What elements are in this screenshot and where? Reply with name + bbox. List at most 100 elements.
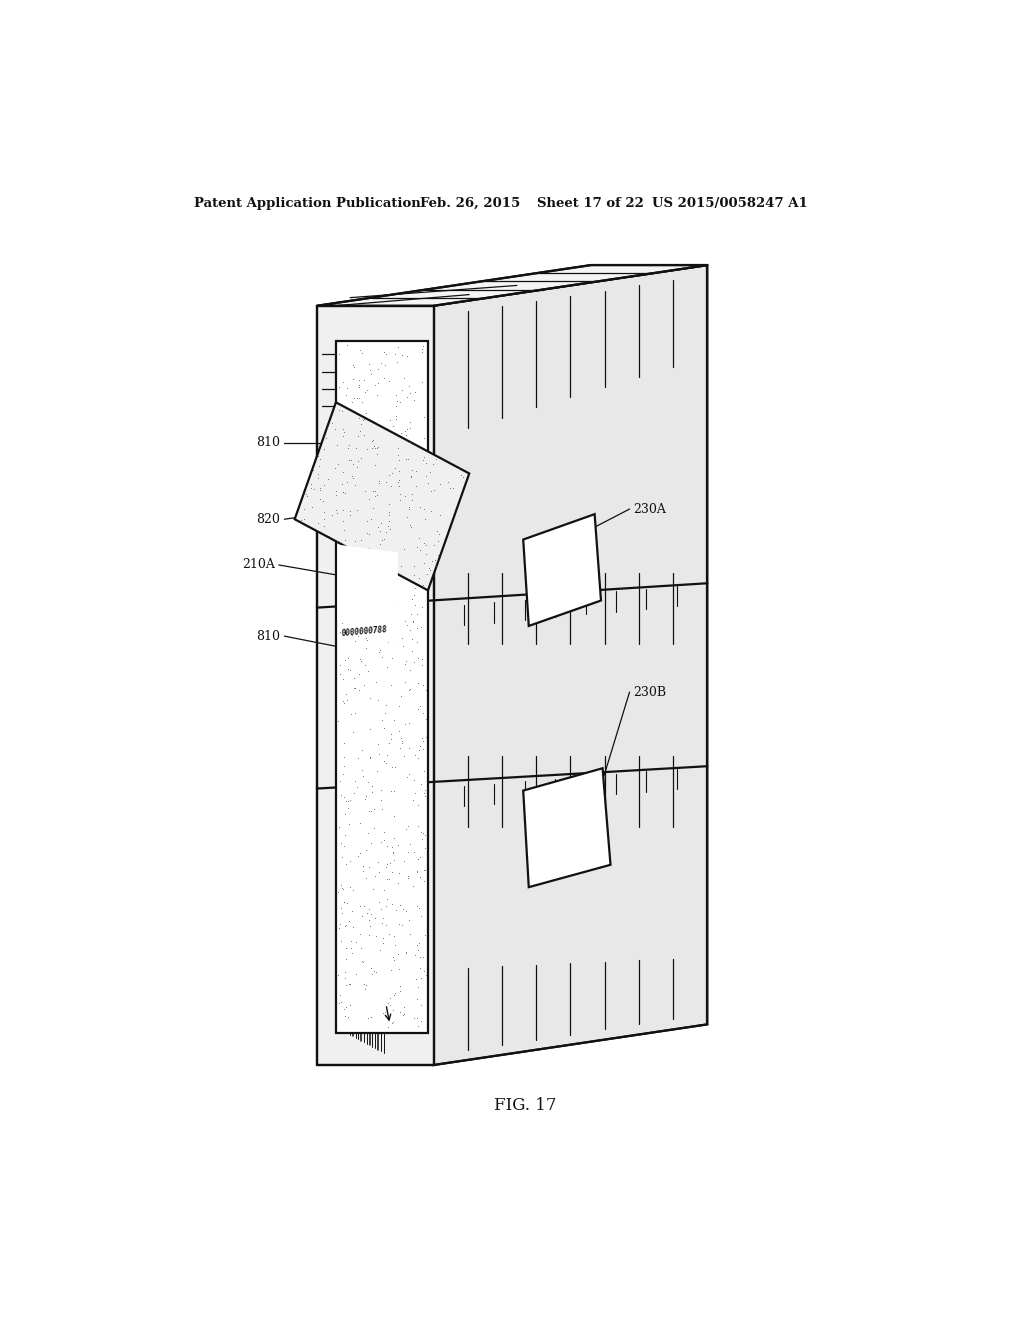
Point [378,915,394,936]
Point [331,343,347,364]
Point [391,696,408,717]
Point [398,941,415,962]
Point [293,510,309,531]
Point [338,684,354,705]
Point [401,411,418,432]
Point [361,686,378,708]
Point [351,388,368,409]
Point [333,785,349,807]
Point [310,455,327,477]
Point [333,991,349,1012]
Point [365,878,381,899]
Point [370,516,386,537]
Point [349,626,366,647]
Point [409,631,425,652]
Point [332,591,348,612]
Point [321,525,337,546]
Point [390,475,407,496]
Point [339,471,355,492]
Point [367,907,383,928]
Point [332,414,348,436]
Point [338,564,354,585]
Point [397,486,414,507]
Point [347,702,364,723]
Point [401,383,418,404]
Point [360,924,377,945]
Point [365,449,381,470]
Point [381,987,397,1008]
Point [342,589,358,610]
Point [392,738,409,759]
Point [329,434,345,455]
Point [414,339,430,360]
Point [357,840,374,861]
Point [416,533,432,554]
Point [352,937,369,958]
Point [372,533,388,554]
Point [368,925,384,946]
Point [349,425,366,446]
Point [358,630,375,651]
Point [398,424,415,445]
Point [335,426,351,447]
Point [351,680,368,701]
Point [334,401,350,422]
Point [370,358,386,379]
Point [347,771,364,792]
Point [373,789,389,810]
Point [387,473,403,494]
Point [399,346,416,367]
Point [416,407,432,428]
Point [344,624,360,645]
Point [345,467,361,488]
Point [362,1006,379,1027]
Point [358,511,375,532]
Point [357,496,374,517]
Point [331,438,347,459]
Point [362,904,379,925]
Point [370,733,386,754]
Point [344,879,360,900]
Point [386,620,402,642]
Point [341,789,357,810]
Point [346,504,362,525]
Point [338,974,354,995]
Point [390,337,407,358]
Point [299,486,315,507]
Point [340,562,356,583]
Point [348,457,365,478]
Point [372,639,388,660]
Point [381,733,397,754]
Text: 210A: 210A [242,558,274,572]
Point [354,610,371,631]
Point [370,690,386,711]
Point [334,400,350,421]
Point [408,744,424,766]
Point [330,965,346,986]
Point [385,842,401,863]
Point [381,371,397,392]
Point [354,470,371,491]
Point [376,342,392,363]
Point [338,791,354,812]
Point [386,619,402,640]
Point [375,932,391,953]
Point [361,354,378,375]
Point [343,495,359,516]
Point [336,548,352,569]
Point [370,595,386,616]
Point [407,556,423,577]
Point [348,404,365,425]
Point [373,585,389,606]
Point [374,512,390,533]
Point [342,504,358,525]
Point [415,730,431,751]
Point [346,356,362,378]
Point [336,693,352,714]
Point [407,651,423,672]
Point [372,520,388,541]
Point [347,404,364,425]
Point [383,781,399,803]
Point [368,450,384,471]
Point [354,950,371,972]
